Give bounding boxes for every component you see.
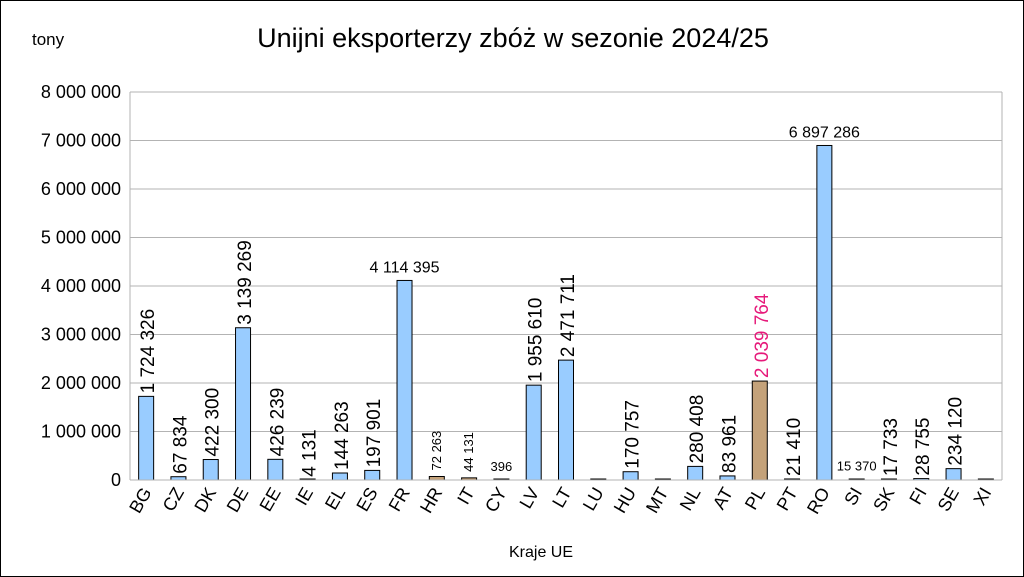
x-tick-label-ie: IE xyxy=(291,484,317,509)
bar-fr xyxy=(396,279,413,481)
x-tick-label-hr: HR xyxy=(416,484,446,517)
x-tick-label-lu: LU xyxy=(579,484,608,514)
bar-se xyxy=(945,468,962,481)
y-tick-label: 4 000 000 xyxy=(41,276,121,296)
x-tick-label-nl: NL xyxy=(676,484,705,514)
data-label-cy: 396 xyxy=(491,459,513,474)
data-label-nl: 280 408 xyxy=(687,395,708,464)
x-tick-label-se: SE xyxy=(934,484,963,515)
x-tick-label-hu: HU xyxy=(610,484,640,517)
x-tick-label-dk: DK xyxy=(190,484,220,516)
x-tick-label-at: AT xyxy=(709,484,737,513)
data-label-dk: 422 300 xyxy=(203,388,224,457)
data-label-fi: 28 755 xyxy=(913,417,934,475)
y-tick-label: 0 xyxy=(111,470,121,490)
data-label-it: 44 131 xyxy=(461,432,476,472)
data-label-hr: 72 263 xyxy=(429,431,444,471)
y-tick-label: 6 000 000 xyxy=(41,179,121,199)
data-label-pl: 2 039 764 xyxy=(752,293,773,378)
bar-hu xyxy=(622,471,639,481)
y-axis-ticks: 0 1 000 000 2 000 000 3 000 000 4 000 000 5 0… xyxy=(41,82,121,490)
axes xyxy=(129,92,1003,481)
data-label-lt: 2 471 711 xyxy=(558,274,579,357)
x-tick-label-si: SI xyxy=(840,484,866,509)
x-tick-label-de: DE xyxy=(223,484,253,516)
x-tick-label-pt: PT xyxy=(773,484,802,514)
data-label-pt: 21 410 xyxy=(784,418,805,476)
bar-nl xyxy=(687,465,704,481)
x-tick-label-pl: PL xyxy=(741,484,769,513)
bar-el xyxy=(331,472,348,481)
y-tick-label: 8 000 000 xyxy=(41,82,121,102)
x-tick-label-xi: XI xyxy=(969,484,995,509)
x-axis-ticks: BG CZ DK DE EE IE EL ES FR HR IT CY LV LT LU HU MT NL AT PL… xyxy=(125,484,995,517)
y-tick-label: 7 000 000 xyxy=(41,131,121,151)
data-label-lv: 1 955 610 xyxy=(526,298,547,383)
data-label-fr: 4 114 395 xyxy=(370,259,440,276)
data-label-de: 3 139 269 xyxy=(235,240,256,325)
x-tick-label-es: ES xyxy=(352,484,381,515)
data-label-bg: 1 724 326 xyxy=(138,309,159,394)
x-tick-label-fr: FR xyxy=(385,484,414,515)
data-label-hu: 170 757 xyxy=(623,400,644,469)
x-axis-label: Kraje UE xyxy=(509,544,573,561)
y-tick-label: 5 000 000 xyxy=(41,228,121,248)
x-tick-label-cz: CZ xyxy=(159,484,188,515)
chart-title: Unijni eksporterzy zbóż w sezonie 2024/2… xyxy=(257,23,769,53)
data-label-si: 15 370 xyxy=(837,458,877,473)
x-tick-label-fi: FI xyxy=(905,484,930,508)
bar-at xyxy=(719,475,736,481)
bar-de xyxy=(235,327,252,481)
x-tick-label-ee: EE xyxy=(255,484,284,515)
bar-pl xyxy=(751,380,768,481)
data-label-ie: 4 131 xyxy=(300,429,321,477)
y-axis-unit-label: tony xyxy=(32,30,65,49)
bar-dk xyxy=(202,459,219,481)
data-label-sk: 17 733 xyxy=(881,418,902,476)
x-tick-label-bg: BG xyxy=(125,484,155,517)
bar-lv xyxy=(525,384,542,481)
x-tick-label-lv: LV xyxy=(516,484,544,512)
bar-es xyxy=(364,469,381,481)
x-tick-label-ro: RO xyxy=(803,484,834,517)
data-label-cz: 67 834 xyxy=(170,415,191,474)
bar-hr xyxy=(428,475,445,481)
bar-ee xyxy=(267,458,284,481)
bar-lt xyxy=(558,359,574,481)
data-labels: 1 724 326 67 834 422 300 3 139 269 426 239 4 … xyxy=(138,124,966,476)
x-tick-label-cy: CY xyxy=(481,484,511,516)
y-tick-label: 3 000 000 xyxy=(41,325,121,345)
data-label-ee: 426 239 xyxy=(267,388,288,457)
x-tick-label-mt: MT xyxy=(642,484,672,517)
gridlines xyxy=(130,91,1002,432)
data-label-el: 144 263 xyxy=(332,401,353,470)
data-label-es: 197 901 xyxy=(364,399,385,468)
x-tick-label-it: IT xyxy=(453,484,478,508)
bar-ro xyxy=(816,144,833,481)
data-label-se: 234 120 xyxy=(946,397,967,466)
data-label-ro: 6 897 286 xyxy=(789,124,860,141)
x-tick-label-sk: SK xyxy=(869,484,898,515)
x-tick-label-el: EL xyxy=(321,484,349,513)
data-label-at: 83 961 xyxy=(719,415,740,473)
x-tick-label-lt: LT xyxy=(548,484,575,511)
bar-bg xyxy=(138,395,155,481)
y-tick-label: 1 000 000 xyxy=(41,422,121,442)
y-tick-label: 2 000 000 xyxy=(41,373,121,393)
